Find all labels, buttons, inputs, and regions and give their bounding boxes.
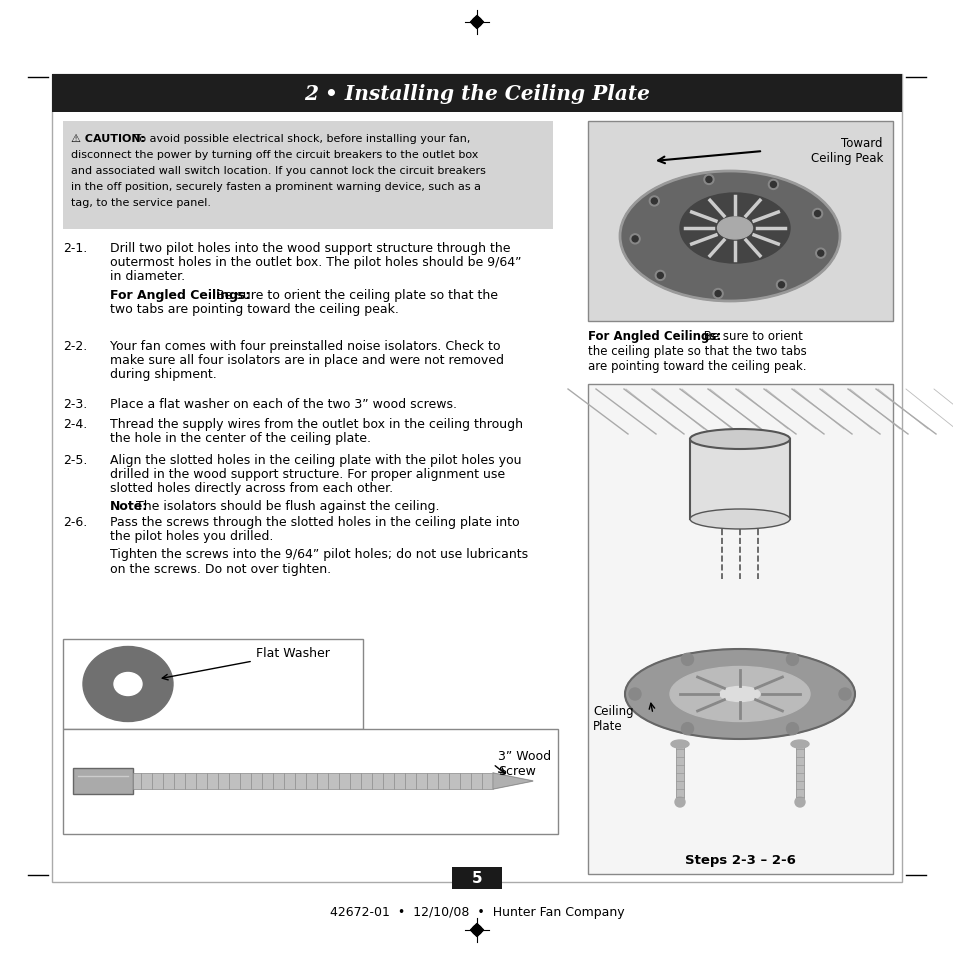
- Text: the hole in the center of the ceiling plate.: the hole in the center of the ceiling pl…: [110, 432, 371, 445]
- Text: tag, to the service panel.: tag, to the service panel.: [71, 198, 211, 208]
- Text: during shipment.: during shipment.: [110, 368, 216, 381]
- Circle shape: [785, 723, 798, 735]
- Circle shape: [651, 199, 657, 205]
- Circle shape: [785, 654, 798, 665]
- Bar: [689, 439, 789, 519]
- Text: Steps 2-3 – 2-6: Steps 2-3 – 2-6: [684, 853, 795, 866]
- Text: 2-2.: 2-2.: [63, 339, 87, 353]
- Circle shape: [770, 182, 776, 188]
- Circle shape: [632, 236, 638, 243]
- Text: slotted holes directly across from each other.: slotted holes directly across from each …: [110, 482, 393, 495]
- Text: Flat Washer: Flat Washer: [255, 646, 330, 659]
- Text: Tighten the screws into the 9/64” pilot holes; do not use lubricants: Tighten the screws into the 9/64” pilot …: [110, 548, 528, 560]
- Circle shape: [703, 175, 713, 185]
- Text: 2 • Installing the Ceiling Plate: 2 • Installing the Ceiling Plate: [304, 84, 649, 104]
- Text: 2-3.: 2-3.: [63, 397, 87, 411]
- Bar: [73, 768, 132, 794]
- Bar: [587, 385, 892, 874]
- Text: Be sure to orient: Be sure to orient: [700, 330, 802, 343]
- Circle shape: [675, 797, 684, 807]
- Ellipse shape: [689, 430, 789, 450]
- Bar: [52, 75, 901, 882]
- Ellipse shape: [679, 193, 789, 264]
- Ellipse shape: [717, 218, 752, 240]
- Bar: [452, 867, 501, 889]
- Circle shape: [629, 234, 639, 245]
- Ellipse shape: [113, 673, 142, 696]
- Text: on the screws. Do not over tighten.: on the screws. Do not over tighten.: [110, 562, 331, 575]
- Ellipse shape: [619, 172, 840, 302]
- Bar: [795, 744, 803, 800]
- Circle shape: [649, 196, 659, 207]
- Text: The isolators should be flush against the ceiling.: The isolators should be flush against th…: [136, 499, 439, 512]
- Polygon shape: [470, 16, 483, 30]
- Text: Thread the supply wires from the outlet box in the ceiling through: Thread the supply wires from the outlet …: [110, 417, 522, 431]
- Text: 2-5.: 2-5.: [63, 454, 88, 467]
- Text: Align the slotted holes in the ceiling plate with the pilot holes you: Align the slotted holes in the ceiling p…: [110, 454, 521, 467]
- Circle shape: [814, 212, 820, 217]
- Ellipse shape: [689, 510, 789, 530]
- Text: are pointing toward the ceiling peak.: are pointing toward the ceiling peak.: [587, 359, 805, 373]
- Bar: [676, 744, 683, 800]
- Circle shape: [628, 688, 640, 700]
- Text: the ceiling plate so that the two tabs: the ceiling plate so that the two tabs: [587, 345, 806, 357]
- Polygon shape: [470, 923, 483, 937]
- Circle shape: [767, 180, 778, 191]
- Text: make sure all four isolators are in place and were not removed: make sure all four isolators are in plac…: [110, 354, 503, 367]
- Bar: [63, 639, 363, 729]
- Circle shape: [778, 282, 783, 289]
- Bar: [63, 122, 553, 230]
- Text: Place a flat washer on each of the two 3” wood screws.: Place a flat washer on each of the two 3…: [110, 397, 456, 411]
- Text: Drill two pilot holes into the wood support structure through the: Drill two pilot holes into the wood supp…: [110, 242, 510, 254]
- Circle shape: [817, 251, 822, 257]
- Circle shape: [838, 688, 850, 700]
- Text: Be sure to orient the ceiling plate so that the: Be sure to orient the ceiling plate so t…: [215, 289, 497, 301]
- Text: two tabs are pointing toward the ceiling peak.: two tabs are pointing toward the ceiling…: [110, 302, 398, 315]
- Ellipse shape: [624, 649, 854, 740]
- Circle shape: [705, 177, 711, 183]
- Circle shape: [680, 723, 693, 735]
- Text: Note:: Note:: [110, 499, 148, 512]
- Text: 5: 5: [471, 871, 482, 885]
- Polygon shape: [493, 773, 533, 789]
- Text: in the off position, securely fasten a prominent warning device, such as a: in the off position, securely fasten a p…: [71, 182, 480, 192]
- Text: the pilot holes you drilled.: the pilot holes you drilled.: [110, 530, 274, 542]
- Circle shape: [812, 210, 821, 219]
- Text: Pass the screws through the slotted holes in the ceiling plate into: Pass the screws through the slotted hole…: [110, 516, 519, 529]
- Text: in diameter.: in diameter.: [110, 270, 185, 283]
- Bar: [52, 75, 901, 112]
- Text: and associated wall switch location. If you cannot lock the circuit breakers: and associated wall switch location. If …: [71, 166, 485, 175]
- Ellipse shape: [670, 740, 688, 748]
- Text: 42672-01  •  12/10/08  •  Hunter Fan Company: 42672-01 • 12/10/08 • Hunter Fan Company: [330, 905, 623, 918]
- Text: To avoid possible electrical shock, before installing your fan,: To avoid possible electrical shock, befo…: [131, 133, 470, 144]
- Circle shape: [776, 280, 785, 291]
- Text: Toward
Ceiling Peak: Toward Ceiling Peak: [810, 137, 882, 165]
- Bar: [63, 729, 558, 834]
- Text: outermost holes in the outlet box. The pilot holes should be 9/64”: outermost holes in the outlet box. The p…: [110, 256, 521, 269]
- Circle shape: [655, 272, 664, 281]
- Text: disconnect the power by turning off the circuit breakers to the outlet box: disconnect the power by turning off the …: [71, 150, 477, 160]
- Text: 2-6.: 2-6.: [63, 516, 87, 529]
- Text: 2-1.: 2-1.: [63, 242, 87, 254]
- Ellipse shape: [83, 647, 172, 721]
- Circle shape: [715, 292, 720, 297]
- Circle shape: [680, 654, 693, 665]
- Text: drilled in the wood support structure. For proper alignment use: drilled in the wood support structure. F…: [110, 468, 504, 480]
- Circle shape: [712, 290, 722, 299]
- Circle shape: [815, 249, 825, 259]
- Ellipse shape: [790, 740, 808, 748]
- Bar: [587, 122, 892, 322]
- Text: 2-4.: 2-4.: [63, 417, 87, 431]
- Ellipse shape: [720, 687, 760, 701]
- Ellipse shape: [669, 667, 809, 721]
- Text: Your fan comes with four preinstalled noise isolators. Check to: Your fan comes with four preinstalled no…: [110, 339, 500, 353]
- Text: Ceiling
Plate: Ceiling Plate: [593, 704, 633, 732]
- Text: For Angled Ceilings:: For Angled Ceilings:: [110, 289, 250, 301]
- Circle shape: [657, 274, 662, 279]
- Text: 3” Wood
Screw: 3” Wood Screw: [497, 749, 551, 778]
- Bar: [132, 773, 493, 789]
- Text: ⚠ CAUTION:: ⚠ CAUTION:: [71, 133, 145, 144]
- Text: For Angled Ceilings:: For Angled Ceilings:: [587, 330, 720, 343]
- Circle shape: [794, 797, 804, 807]
